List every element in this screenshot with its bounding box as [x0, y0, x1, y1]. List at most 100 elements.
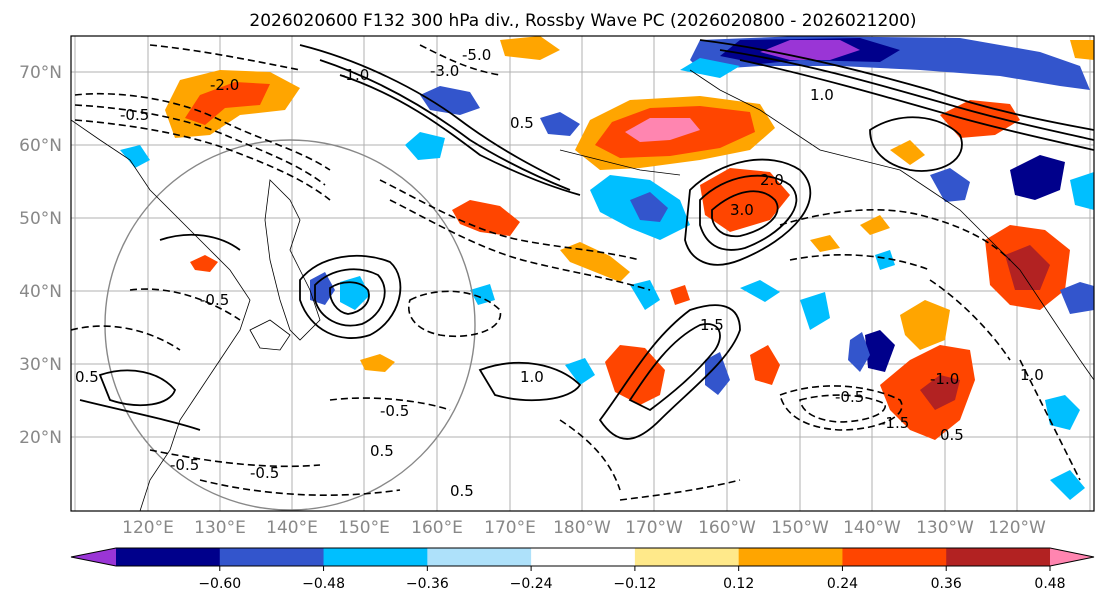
lat-label: 70°N: [19, 63, 62, 83]
shading-negative-small-1: [120, 145, 150, 168]
contour-solid-jet-1: [299, 44, 561, 181]
shading-positive-small-2: [190, 255, 218, 272]
contour-solid-sw-2: [79, 399, 201, 431]
contour-dashed-sw-2: [149, 449, 321, 468]
shading-positive-40n-e2: [1005, 245, 1050, 290]
colorbar-segment: [219, 548, 325, 566]
contour-dashed-loop-2: [779, 385, 903, 431]
lon-label: 160°W: [698, 518, 756, 538]
lon-label: 150°E: [338, 518, 390, 538]
colorbar-tick-label: 0.48: [1034, 576, 1065, 592]
contour-solid-wpac-3: [329, 281, 370, 315]
contour-solid-cwest: [159, 233, 241, 251]
lon-label: 130°E: [194, 518, 246, 538]
contour-dashed-loop-3: [799, 394, 886, 423]
contour-solid-mid: [478, 361, 582, 402]
colorbar-tick-label: −0.36: [406, 576, 449, 592]
contour-solid-jet-3: [339, 74, 581, 196]
shading-negative-60n-c: [540, 112, 580, 136]
lon-label: 160°E: [411, 518, 463, 538]
colorbar-tick-label: 0.24: [827, 576, 858, 592]
contour-dashed-top-2: [419, 44, 501, 76]
shading-negative-40n-d: [740, 280, 780, 302]
contour-label: 0.5: [510, 114, 534, 132]
contour-solid-sw: [98, 369, 177, 407]
colorbar-outline: [70, 547, 1095, 567]
map-frame: [70, 35, 1095, 512]
lon-label: 120°W: [988, 518, 1046, 538]
shading-negative-20n-b: [1050, 470, 1085, 500]
contour-solid-jet-6: [739, 59, 1094, 151]
contour-label: 0.5: [450, 482, 474, 500]
colorbar-tick-label: −0.24: [510, 576, 553, 592]
shading-positive-60n-c: [625, 118, 700, 142]
shading-negative-65n-a: [420, 86, 480, 115]
contour-label: 0.5: [75, 368, 99, 386]
contour-label: -0.5: [835, 388, 864, 406]
contour-solid-jet-2: [319, 59, 571, 191]
colorbar-segment: [946, 548, 1051, 566]
contour-label: 1.5: [700, 316, 724, 334]
lon-label: 180°W: [553, 518, 611, 538]
shading-negative-33n-a2: [848, 332, 870, 372]
colorbar-segment: [427, 548, 532, 566]
contour-solid-ridge-3: [711, 190, 779, 238]
colorbar-extend-low: [71, 548, 116, 566]
contour-label: -0.5: [380, 402, 409, 420]
colorbar-tick-label: −0.48: [302, 576, 345, 592]
contour-solid-trough-2: [628, 323, 721, 412]
contour-label: -0.5: [120, 106, 149, 124]
lon-label: 170°E: [484, 518, 536, 538]
shading-positive-50n-mid: [452, 200, 520, 236]
contour-dashed-e-2: [789, 254, 931, 271]
lat-label: 40°N: [19, 282, 62, 302]
lon-label: 170°W: [625, 518, 683, 538]
shading-positive-small-5: [810, 235, 840, 252]
shading-positive-small-1: [360, 354, 395, 372]
shading-positive-small-6: [860, 215, 890, 235]
shading-negative-55n-e2: [1010, 155, 1065, 200]
shading-negative-33n-a: [865, 330, 895, 372]
coastline-kamchatka: [264, 179, 321, 341]
positive-contours: [79, 39, 1094, 440]
contour-label: -0.5: [170, 456, 199, 474]
shading-negative-60n-b: [405, 132, 445, 160]
contour-solid-wpac-1: [299, 254, 402, 339]
contour-dashed-loop-1: [408, 290, 502, 338]
shading-negative-55n-e3: [1070, 172, 1094, 210]
shading-negative-30n-d: [565, 358, 595, 385]
contour-solid-ridge-1: [684, 158, 812, 266]
contour-label: -1.5: [880, 414, 909, 432]
shading-negative-35n-c: [705, 352, 730, 395]
contour-label: -3.0: [430, 62, 459, 80]
contour-dashed-nw-2: [74, 104, 326, 186]
lat-label: 60°N: [19, 136, 62, 156]
colorbar-tick-label: 0.12: [723, 576, 754, 592]
shading-positive-30n-d: [750, 345, 780, 385]
negative-contours: [71, 44, 1081, 501]
contour-solid-wpac-2: [314, 268, 386, 327]
colorbar-tick-label: −0.60: [198, 576, 241, 592]
colorbar-ticks: −0.60 −0.48 −0.36 −0.24 −0.12 0.12 0.24 0.36 0.4…: [198, 566, 1066, 592]
colorbar-segment: [116, 548, 221, 566]
shading-positive-45n: [560, 242, 630, 282]
shading-positive-small-7: [670, 285, 690, 305]
lat-label: 20°N: [19, 428, 62, 448]
colorbar-segment: [738, 548, 843, 566]
shading-positive-30n-b2: [920, 375, 960, 410]
contour-dashed-cen-1: [329, 397, 451, 411]
shading-negative-small-3: [875, 250, 895, 270]
contour-dashed-e-4: [1019, 359, 1081, 481]
contour-solid-jet-4: [699, 39, 1094, 131]
contour-labels: -5.0 -3.0 -2.0 -1.0 -0.5 0.5 1.0 2.0 3.0…: [75, 46, 1044, 500]
lon-label: 120°E: [122, 518, 174, 538]
contour-dashed-nw-1: [74, 92, 331, 171]
contour-solid-trough-1: [598, 304, 741, 440]
contour-label: 1.0: [1020, 366, 1044, 384]
contour-label: 0.5: [370, 442, 394, 460]
contour-solid-jet-5: [719, 49, 1094, 141]
shading-negative-40n-e: [1060, 282, 1094, 314]
sector-circle: [104, 139, 476, 511]
shading-negative-55n-a2: [630, 192, 668, 222]
